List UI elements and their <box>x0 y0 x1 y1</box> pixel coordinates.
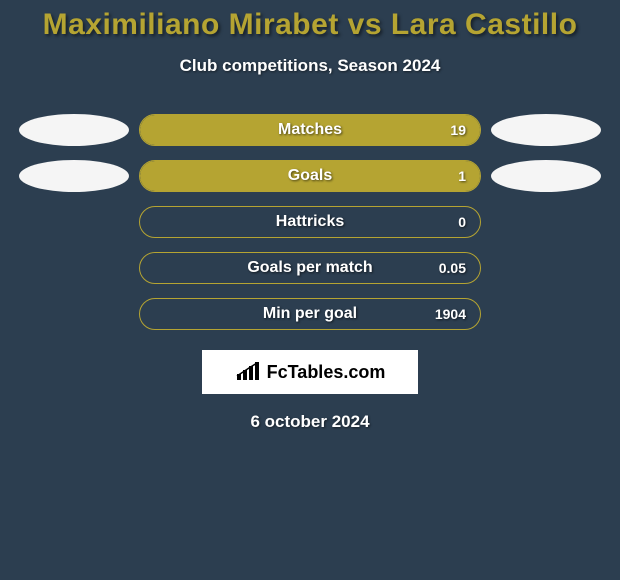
stat-bar: Hattricks 0 <box>139 206 481 238</box>
stat-label: Goals <box>288 167 332 185</box>
stat-value: 19 <box>450 122 466 138</box>
stat-row: Goals 1 <box>0 160 620 192</box>
stat-row: Matches 19 <box>0 114 620 146</box>
stat-value: 0.05 <box>439 260 466 276</box>
stat-bar: Min per goal 1904 <box>139 298 481 330</box>
left-ellipse <box>19 114 129 146</box>
stat-value: 1904 <box>435 306 466 322</box>
stat-label: Matches <box>278 121 342 139</box>
stat-rows: Matches 19 Goals 1 Hattricks 0 Goals per match… <box>0 114 620 330</box>
left-ellipse <box>19 160 129 192</box>
stat-value: 0 <box>458 214 466 230</box>
stat-value: 1 <box>458 168 466 184</box>
logo-box: FcTables.com <box>202 350 418 394</box>
logo-text: FcTables.com <box>267 362 386 383</box>
bars-icon <box>235 362 261 382</box>
stat-label: Hattricks <box>276 213 344 231</box>
stat-bar: Goals 1 <box>139 160 481 192</box>
stat-row: Min per goal 1904 <box>0 298 620 330</box>
stat-row: Goals per match 0.05 <box>0 252 620 284</box>
page-title: Maximiliano Mirabet vs Lara Castillo <box>0 8 620 42</box>
date-text: 6 october 2024 <box>0 412 620 432</box>
subtitle: Club competitions, Season 2024 <box>0 56 620 76</box>
stat-label: Min per goal <box>263 305 357 323</box>
stat-bar: Matches 19 <box>139 114 481 146</box>
right-ellipse <box>491 160 601 192</box>
stat-row: Hattricks 0 <box>0 206 620 238</box>
comparison-card: Maximiliano Mirabet vs Lara Castillo Clu… <box>0 0 620 432</box>
stat-bar: Goals per match 0.05 <box>139 252 481 284</box>
stat-label: Goals per match <box>247 259 372 277</box>
right-ellipse <box>491 114 601 146</box>
